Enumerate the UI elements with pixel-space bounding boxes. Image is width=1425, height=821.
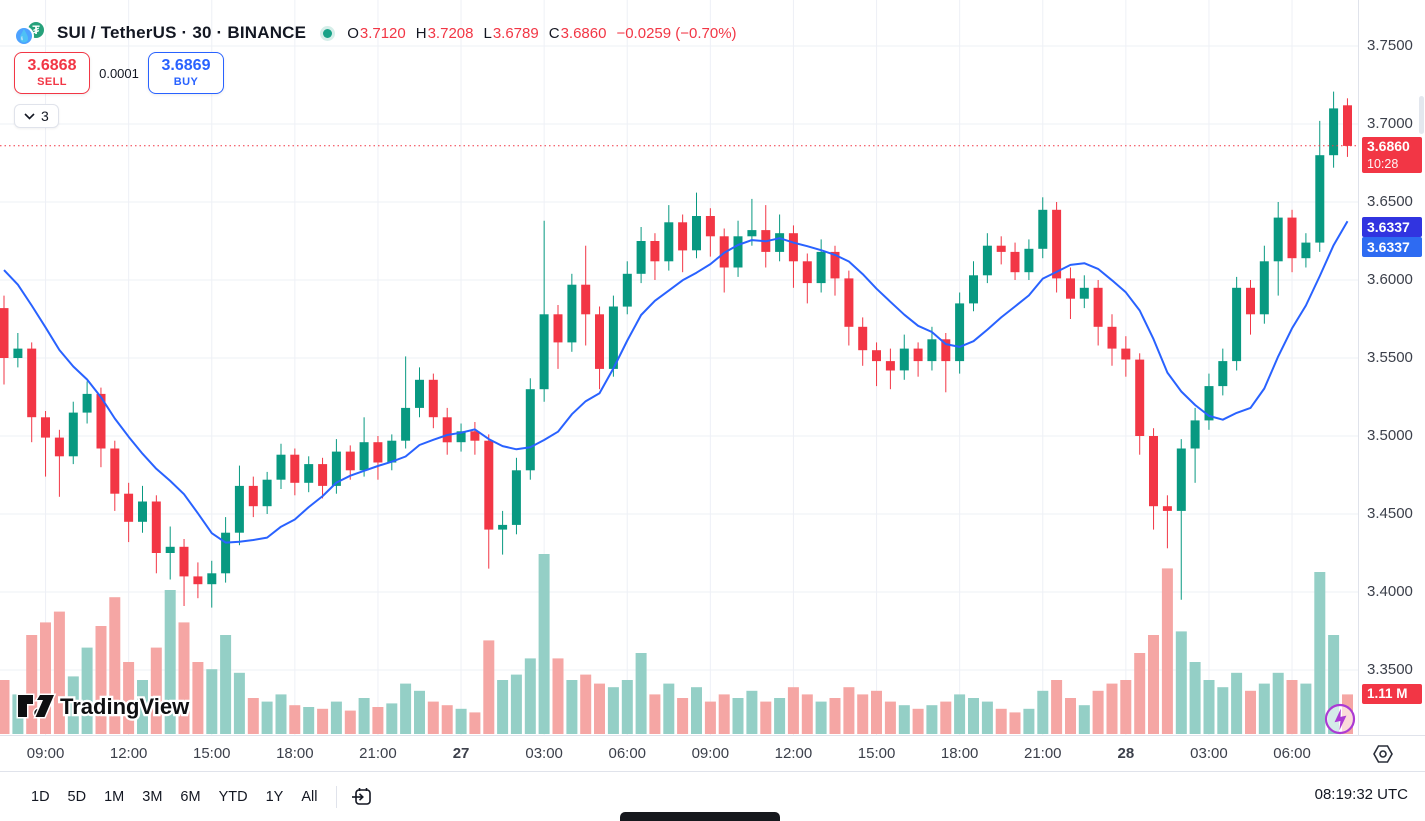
price-axis-label: 3.3500 xyxy=(1367,661,1413,678)
buy-button[interactable]: 3.6869 BUY xyxy=(148,52,224,94)
time-axis-label: 27 xyxy=(452,745,470,762)
range-button-5d[interactable]: 5D xyxy=(67,788,87,805)
symbol-title[interactable]: SUI / TetherUS · 30 · BINANCE xyxy=(57,23,307,42)
sell-button[interactable]: 3.6868 SELL xyxy=(14,52,90,94)
last-price-value: 3.6860 xyxy=(1367,137,1410,154)
price-axis-label: 3.7500 xyxy=(1367,37,1413,54)
go-to-date-icon xyxy=(352,787,372,805)
change-value: −0.0259 (−0.70%) xyxy=(616,24,737,42)
time-axis-label: 09:00 xyxy=(26,745,65,762)
time-axis-label: 12:00 xyxy=(774,745,813,762)
range-button-3m[interactable]: 3M xyxy=(142,788,163,805)
range-button-1m[interactable]: 1M xyxy=(104,788,125,805)
close-value: 3.6860 xyxy=(560,24,607,42)
buy-price: 3.6869 xyxy=(161,57,211,74)
open-label: O xyxy=(347,24,359,42)
price-axis-label: 3.7000 xyxy=(1367,115,1413,132)
time-axis-label: 28 xyxy=(1117,745,1135,762)
low-value: 3.6789 xyxy=(492,24,539,42)
range-button-1y[interactable]: 1Y xyxy=(265,788,284,805)
time-axis-label: 18:00 xyxy=(276,745,314,762)
order-panel: 3.6868 SELL 0.0001 3.6869 BUY xyxy=(14,52,224,94)
legend-collapse-chip[interactable]: 3 xyxy=(14,104,59,128)
price-axis-label: 3.6000 xyxy=(1367,271,1413,288)
time-axis-label: 15:00 xyxy=(857,745,896,762)
time-axis-label: 18:00 xyxy=(940,745,979,762)
range-button-1d[interactable]: 1D xyxy=(31,788,50,805)
chevron-down-icon xyxy=(24,112,35,120)
market-status-icon[interactable] xyxy=(323,28,333,38)
scale-settings-icon[interactable] xyxy=(1372,744,1394,764)
price-axis[interactable]: 3.7500 3.7000 3.6500 3.6000 3.5500 3.5000 3.45… xyxy=(1358,0,1425,735)
price-axis-label: 3.5500 xyxy=(1367,349,1413,366)
clock-utc[interactable]: 08:19:32 UTC xyxy=(1314,786,1408,803)
toolbar-divider xyxy=(336,785,338,808)
time-axis[interactable]: 09:00 12:00 15:00 18:00 21:00 27 03:00 06:00 09:… xyxy=(0,735,1425,771)
range-button-all[interactable]: All xyxy=(301,788,318,805)
volume-value-badge: 1.11 M xyxy=(1362,684,1422,705)
time-axis-label: 06:00 xyxy=(1273,745,1311,762)
symbol-logo-icon: ₮ 💧 xyxy=(14,20,48,46)
time-axis-label: 21:00 xyxy=(359,745,397,762)
time-axis-label: 06:00 xyxy=(608,745,647,762)
time-axis-label: 03:00 xyxy=(525,745,563,762)
sui-logo-icon: 💧 xyxy=(14,26,34,46)
go-to-date-button[interactable] xyxy=(347,782,377,812)
low-label: L xyxy=(483,24,492,42)
time-axis-label: 03:00 xyxy=(1190,745,1228,762)
spread-value: 0.0001 xyxy=(99,65,139,81)
candle-countdown: 10:28 xyxy=(1367,156,1399,171)
ma-value-badge: 3.6337 xyxy=(1362,237,1422,258)
price-axis-label: 3.4000 xyxy=(1367,583,1413,600)
ohlc-values: O 3.7120 H 3.7208 L 3.6789 C 3.6860 −0.0259 … xyxy=(347,25,736,42)
date-range-buttons: 1D 5D 1M 3M 6M YTD 1Y All xyxy=(22,784,326,810)
buy-label: BUY xyxy=(173,76,199,88)
open-value: 3.7120 xyxy=(359,24,406,42)
time-axis-label: 15:00 xyxy=(192,745,231,762)
time-axis-label: 21:00 xyxy=(1023,745,1062,762)
ma-value-badge: 3.6337 xyxy=(1362,217,1422,238)
home-indicator xyxy=(620,812,780,821)
scrollbar-thumb[interactable] xyxy=(1419,96,1424,134)
price-axis-label: 3.4500 xyxy=(1367,505,1413,522)
sell-price: 3.6868 xyxy=(27,57,77,74)
close-label: C xyxy=(548,24,560,42)
price-chart-canvas[interactable] xyxy=(0,0,1425,735)
indicator-count: 3 xyxy=(41,108,49,124)
range-button-ytd[interactable]: YTD xyxy=(218,788,248,805)
time-axis-label: 09:00 xyxy=(691,745,730,762)
high-label: H xyxy=(415,24,427,42)
range-button-6m[interactable]: 6M xyxy=(180,788,201,805)
price-axis-label: 3.6500 xyxy=(1367,193,1413,210)
last-price-badge: 3.6860 10:28 xyxy=(1362,136,1422,173)
sell-label: SELL xyxy=(37,76,67,88)
chart-legend: ₮ 💧 SUI / TetherUS · 30 · BINANCE O 3.712… xyxy=(14,19,737,47)
time-axis-label: 12:00 xyxy=(109,745,148,762)
boost-icon[interactable] xyxy=(1322,701,1358,742)
price-axis-label: 3.5000 xyxy=(1367,427,1413,444)
high-value: 3.7208 xyxy=(427,24,474,42)
